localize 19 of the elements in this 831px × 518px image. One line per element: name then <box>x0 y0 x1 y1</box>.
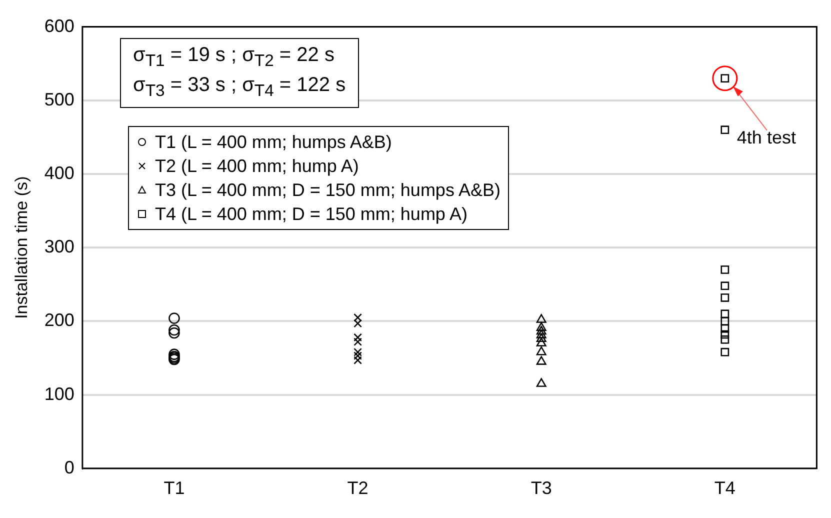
x-tick-label: T4 <box>714 478 736 498</box>
annotation: σ$_{T1}$ = 19 s ; σ$_{T2}$ = 22 s <box>133 43 336 72</box>
annotation: 4th test <box>736 127 796 148</box>
legend-label: T3 (L = 400 mm; D = 150 mm; humps A&B) <box>155 179 500 202</box>
y-tick-label: 500 <box>44 89 74 110</box>
x-tick-label: T1 <box>164 478 185 498</box>
y-tick-label: 100 <box>44 384 74 404</box>
x-tick-label: T2 <box>347 478 368 498</box>
y-tick-label: 0 <box>64 457 74 478</box>
legend-label: T2 (L = 400 mm; hump A) <box>155 155 359 178</box>
y-tick-label: 300 <box>44 236 74 257</box>
annotation: σ$_{T3}$ = 33 s ; σ$_{T4}$ = 122 s <box>133 73 346 102</box>
x-tick-label: T3 <box>530 478 552 498</box>
y-tick-label: 600 <box>44 16 74 36</box>
legend-label: T4 (L = 400 mm; D = 150 mm; hump A) <box>155 203 468 226</box>
y-axis-title: Installation time (s) <box>12 176 31 319</box>
legend-label: T1 (L = 400 mm; humps A&B) <box>155 131 392 154</box>
y-tick-label: 400 <box>44 162 74 183</box>
y-tick-label: 200 <box>44 310 74 330</box>
